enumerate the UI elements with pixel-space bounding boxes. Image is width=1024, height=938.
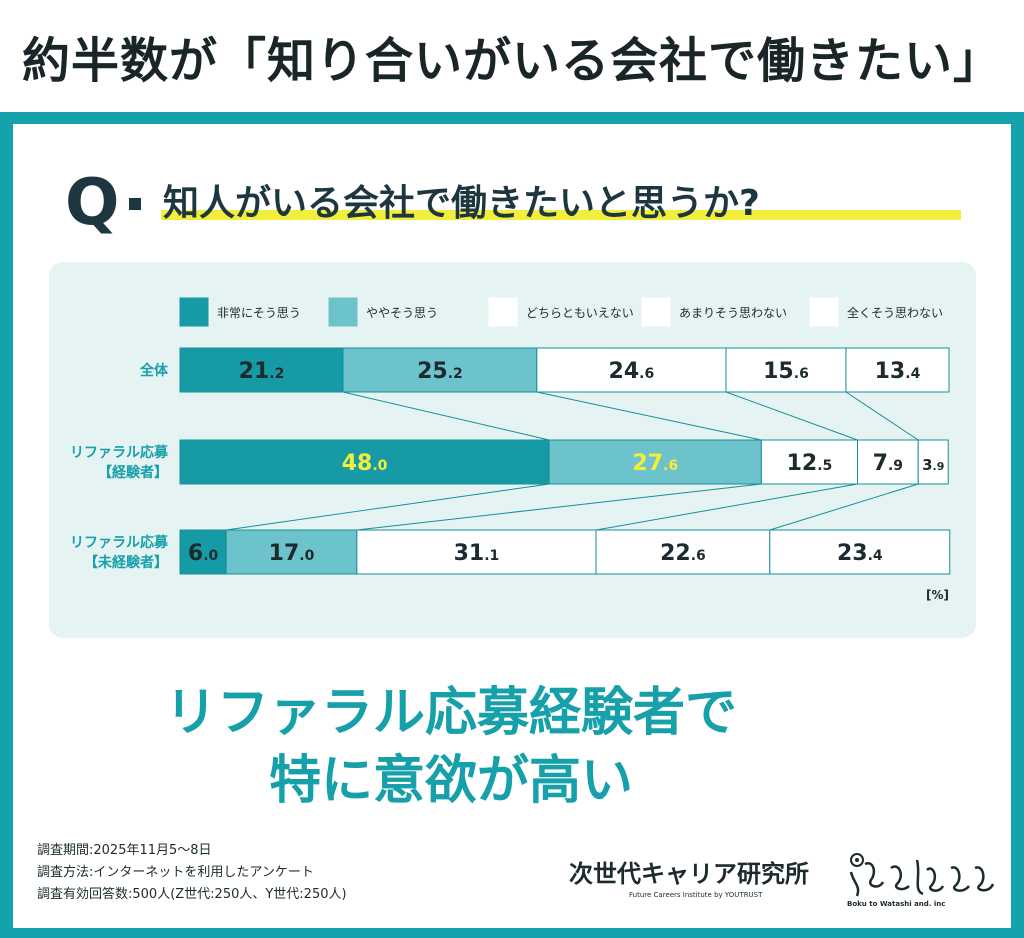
question-text: 知人がいる会社で働きたいと思うか? — [163, 183, 760, 224]
content-frame: Q 知人がいる会社で働きたいと思うか? 非常にそう思う ややそう思う どちらともいえ… — [0, 112, 1024, 938]
legend-label: 非常にそう思う — [217, 306, 301, 320]
headline: 約半数が「知り合いがいる会社で働きたい」 — [21, 33, 1002, 89]
chart-panel: 非常にそう思う ややそう思う どちらともいえない あまりそう思わない 全くそう思わない 2… — [49, 262, 976, 638]
bar-value-label: 48.0 — [342, 451, 388, 476]
bar-value-label: 3.9 — [922, 456, 944, 474]
question-mark: Q — [65, 166, 120, 240]
legend-label: どちらともいえない — [526, 306, 634, 320]
content-card: Q 知人がいる会社で働きたいと思うか? 非常にそう思う ややそう思う どちらともいえ… — [13, 124, 1011, 928]
category-label: リファラル応募 — [70, 444, 169, 461]
bar-segment — [342, 347, 538, 393]
ccr-logo-name: 次世代キャリア研究所 — [569, 860, 809, 888]
bar-value-label: 22.6 — [660, 541, 706, 566]
bar-value-label: 6.0 — [188, 541, 219, 566]
connector-line — [725, 391, 858, 441]
boku-watashi-logo: Boku to Watashi and. inc — [843, 846, 1003, 916]
bar-segment — [725, 347, 847, 393]
category-label: 全体 — [139, 362, 169, 379]
ccr-logo: 次世代キャリア研究所 Future Careers Institute by Y… — [569, 854, 819, 916]
bar-value-label: 17.0 — [269, 541, 315, 566]
bar-segment — [179, 529, 227, 575]
legend-label: 全くそう思わない — [847, 305, 943, 320]
bar-value-label: 21.2 — [239, 359, 285, 384]
bar-value-label: 25.2 — [417, 359, 463, 384]
connector-line — [536, 391, 762, 441]
legend-label: あまりそう思わない — [679, 306, 787, 320]
bar-segment — [548, 439, 762, 485]
unit-label: [%] — [926, 588, 949, 602]
stacked-bar-chart: 非常にそう思う ややそう思う どちらともいえない あまりそう思わない 全くそう思わない 2… — [70, 297, 951, 602]
question-dot — [129, 198, 141, 210]
survey-info: 調査期間:2025年11月5～8日 調査方法:インターネットを利用したアンケート… — [37, 840, 347, 906]
connector-line — [342, 391, 550, 441]
summary-line-1: リファラル応募経験者で — [165, 683, 738, 743]
boku-watashi-logo-mark — [849, 853, 995, 897]
bar-value-label: 12.5 — [787, 451, 833, 476]
bar-value-label: 13.4 — [875, 359, 921, 384]
category-label: 【未経験者】 — [84, 554, 168, 571]
bar-value-label: 27.6 — [632, 451, 678, 476]
summary-line-2: 特に意欲が高い — [269, 751, 634, 811]
connector-line — [226, 483, 550, 531]
ccr-logo-sub: Future Careers Institute by YOUTRUST — [629, 891, 763, 899]
summary: リファラル応募経験者で 特に意欲が高い — [13, 679, 1011, 815]
connector-line — [845, 391, 919, 441]
bar-segment — [917, 439, 949, 485]
survey-method: 調査方法:インターネットを利用したアンケート — [37, 865, 314, 880]
connector-line — [769, 483, 919, 531]
bar-value-label: 15.6 — [763, 359, 809, 384]
bar-value-label: 7.9 — [873, 451, 903, 476]
legend-swatch — [488, 297, 518, 327]
category-label: 【経験者】 — [98, 464, 168, 481]
bar-segment — [179, 439, 550, 485]
legend-label: ややそう思う — [366, 306, 438, 320]
survey-period: 調査期間:2025年11月5～8日 — [37, 843, 212, 858]
bar-segment — [845, 347, 950, 393]
question-underline — [161, 210, 961, 220]
bar-segment — [760, 439, 858, 485]
bar-segment — [595, 529, 771, 575]
connector-line — [356, 483, 762, 531]
bar-segment — [179, 347, 344, 393]
survey-responses: 調査有効回答数:500人(Z世代:250人、Y世代:250人) — [37, 887, 347, 902]
bar-value-label: 31.1 — [454, 541, 500, 566]
bar-segment — [856, 439, 919, 485]
bar-segment — [769, 529, 951, 575]
category-label: リファラル応募 — [70, 534, 169, 551]
legend-swatch — [328, 297, 358, 327]
legend-swatch — [809, 297, 839, 327]
legend-swatch — [641, 297, 671, 327]
bar-value-label: 23.4 — [837, 541, 883, 566]
bar-value-label: 24.6 — [609, 359, 655, 384]
bar-segment — [356, 529, 597, 575]
connector-line — [595, 483, 858, 531]
boku-watashi-logo-sub: Boku to Watashi and. inc — [847, 900, 946, 908]
bar-segment — [225, 529, 358, 575]
legend-swatch — [179, 297, 209, 327]
